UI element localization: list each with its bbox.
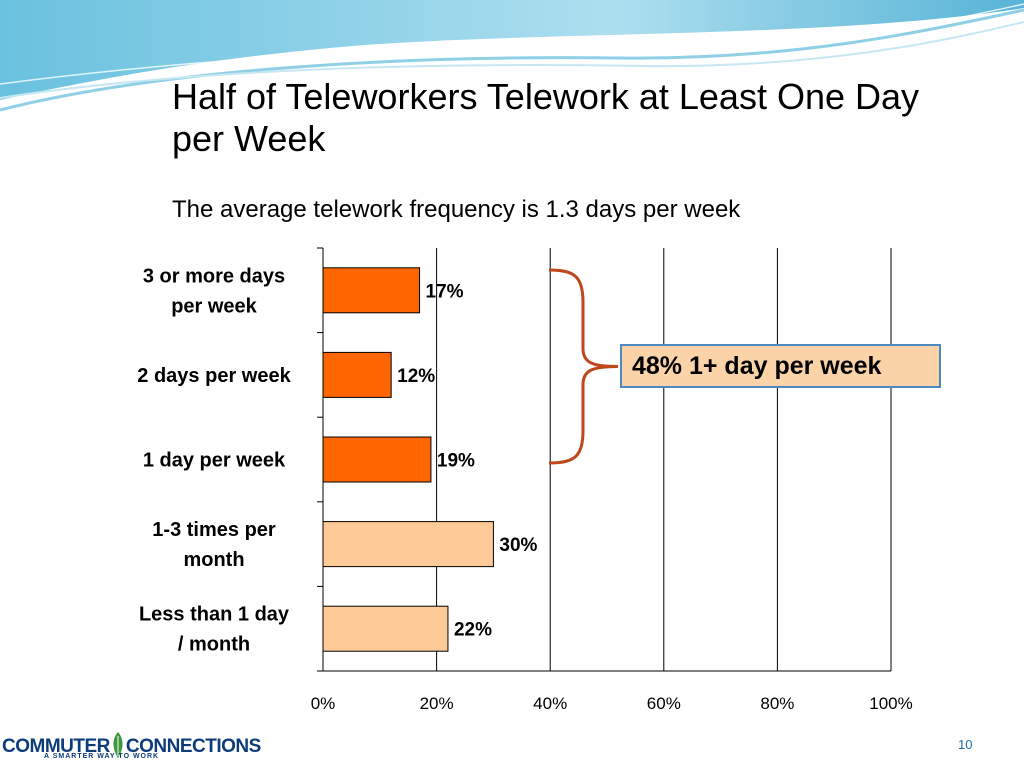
- x-tick-label: 60%: [647, 694, 681, 713]
- x-tick-label: 0%: [311, 694, 336, 713]
- slide-subtitle: The average telework frequency is 1.3 da…: [172, 196, 741, 223]
- bar: [322, 605, 449, 652]
- bar: [322, 436, 432, 483]
- callout-box: 48% 1+ day per week: [620, 344, 941, 388]
- category-label: 3 or more days: [143, 265, 285, 287]
- category-label: 1-3 times per: [152, 519, 276, 541]
- bar: [322, 351, 392, 398]
- slide-title: Half of Teleworkers Telework at Least On…: [172, 76, 920, 159]
- category-label: per week: [171, 295, 257, 317]
- category-label: / month: [178, 634, 250, 656]
- curly-brace: [548, 268, 619, 465]
- bar-chart: 0% 20% 40% 60% 80% 100% 17% 3 or more days per w…: [137, 247, 913, 713]
- x-tick-label: 40%: [533, 694, 567, 713]
- commuter-connections-logo: COMMUTER CONNECTIONS A SMARTER WAY TO WOR…: [0, 724, 261, 764]
- logo-wordmark: COMMUTER CONNECTIONS: [2, 732, 261, 758]
- bar-value-label: 17%: [426, 281, 464, 302]
- bar-value-label: 30%: [499, 535, 537, 556]
- bar-value-label: 19%: [437, 451, 475, 472]
- category-label: month: [183, 549, 244, 571]
- bar-value-label: 12%: [397, 366, 435, 387]
- bar: [322, 521, 494, 568]
- logo-right-word: CONNECTIONS: [125, 736, 261, 757]
- category-label: Less than 1 day: [139, 604, 290, 626]
- x-tick-label: 80%: [760, 694, 794, 713]
- bar: [322, 267, 421, 314]
- category-label: 1 day per week: [143, 450, 286, 472]
- x-tick-label: 20%: [420, 694, 454, 713]
- logo-tagline: A SMARTER WAY TO WORK: [44, 753, 160, 760]
- x-tick-label: 100%: [869, 694, 912, 713]
- header-wave-decoration: [0, 0, 1024, 112]
- logo-left-word: COMMUTER: [2, 736, 110, 757]
- category-label: 2 days per week: [137, 365, 291, 387]
- leaf-icon: [113, 732, 123, 758]
- bar-value-label: 22%: [454, 620, 492, 641]
- page-number: 10: [958, 737, 973, 752]
